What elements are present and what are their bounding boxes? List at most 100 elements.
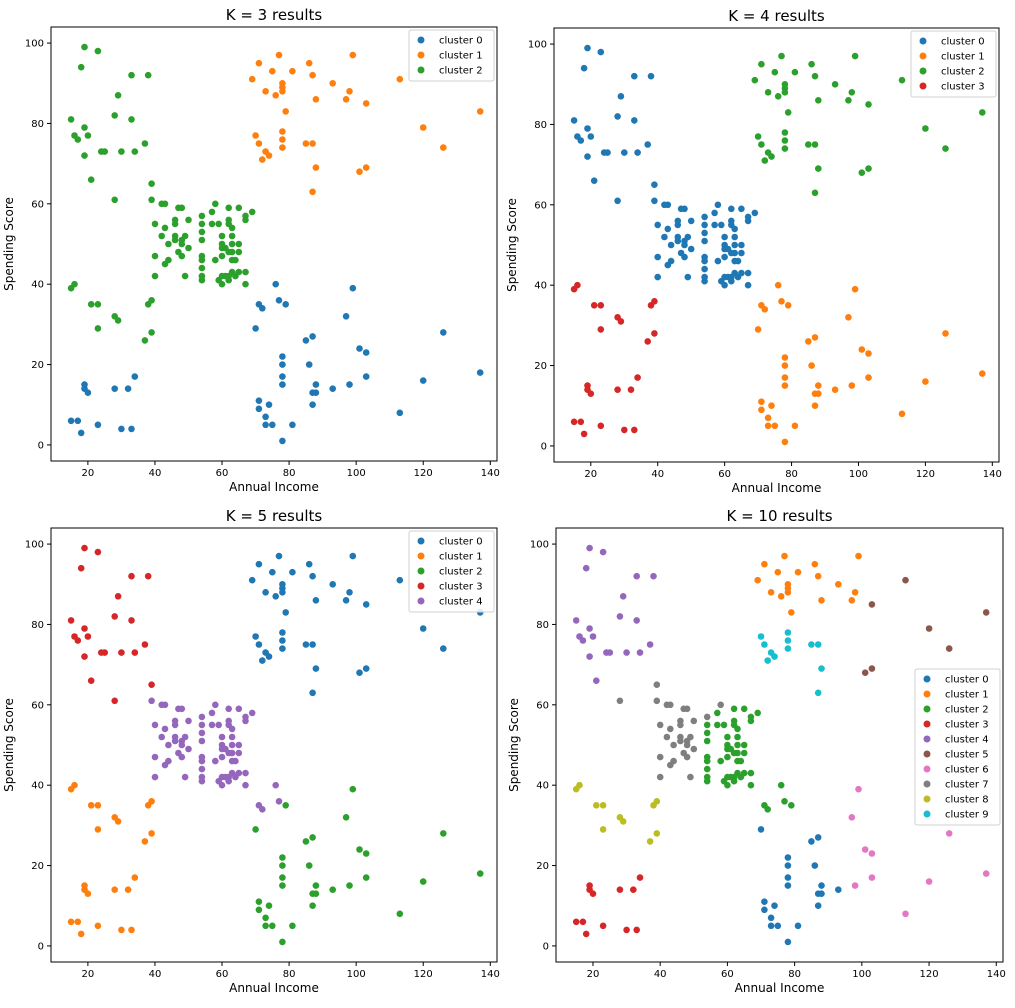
scatter-point [945, 830, 953, 837]
scatter-point [647, 72, 655, 80]
scatter-point [661, 233, 668, 241]
scatter-point [771, 653, 778, 660]
scatter-point [94, 47, 102, 55]
scatter-point [898, 76, 906, 84]
scatter-point [476, 369, 484, 376]
scatter-point [208, 220, 216, 228]
scatter-point [703, 757, 711, 765]
y-axis-label: Spending Score [2, 698, 16, 792]
scatter-point [619, 818, 627, 825]
scatter-point [349, 552, 357, 560]
scatter-point [644, 338, 651, 345]
x-tick-label: 100 [347, 468, 366, 479]
scatter-point [845, 97, 852, 104]
scatter-point [248, 709, 256, 717]
scatter-point [774, 922, 782, 930]
scatter-point [808, 838, 815, 845]
y-tick-label: 60 [31, 700, 44, 711]
scatter-point [636, 874, 644, 881]
scatter-point [329, 581, 337, 588]
scatter-point [212, 200, 219, 208]
scatter-point [275, 297, 283, 304]
scatter-point [771, 68, 779, 76]
scatter-point [922, 125, 929, 132]
scatter-point [590, 177, 598, 184]
legend-marker [923, 780, 931, 788]
scatter-point [654, 273, 661, 281]
scatter-point [440, 144, 447, 151]
x-tick-label: 20 [82, 468, 95, 479]
scatter-point [178, 741, 186, 749]
scatter-point [128, 617, 135, 624]
scatter-point [677, 721, 684, 729]
scatter-point [141, 140, 149, 147]
scatter-point [805, 338, 812, 345]
scatter-point [868, 665, 876, 672]
scatter-point [198, 721, 206, 729]
scatter-point [593, 802, 600, 809]
scatter-point [342, 96, 350, 103]
scatter-point [128, 425, 135, 433]
scatter-point [81, 152, 88, 159]
legend-box [408, 29, 495, 82]
scatter-points [572, 544, 990, 946]
scatter-point [815, 97, 822, 104]
scatter-point [667, 241, 675, 249]
scatter-point [148, 297, 155, 304]
scatter-point [589, 890, 597, 897]
scatter-point [94, 826, 102, 833]
scatter-point [580, 64, 588, 72]
scatter-point [777, 593, 785, 600]
scatter-point [582, 930, 590, 938]
scatter-point [740, 705, 748, 713]
legend-label: cluster 3 [945, 720, 989, 731]
scatter-point [761, 898, 768, 905]
scatter-point [265, 902, 273, 909]
scatter-point [868, 850, 876, 857]
legend-marker [919, 67, 927, 75]
scatter-point [309, 834, 316, 841]
scatter-point [312, 164, 320, 171]
scatter-point [302, 838, 310, 845]
scatter-point [664, 225, 672, 233]
legend-marker [417, 567, 425, 575]
x-axis-label: Annual Income [735, 981, 825, 995]
scatter-point [289, 67, 296, 75]
scatter-point [275, 798, 283, 805]
scatter-point [302, 337, 310, 344]
scatter-point [788, 802, 795, 809]
scatter-point [570, 418, 578, 426]
scatter-point [781, 438, 789, 446]
scatter-point [255, 405, 263, 413]
scatter-point [228, 749, 236, 757]
scatter-point [114, 593, 122, 600]
scatter-point [215, 721, 222, 729]
legend-label: cluster 7 [945, 780, 989, 791]
scatter-point [362, 665, 370, 672]
y-tick-label: 20 [536, 861, 549, 872]
scatter-point [362, 349, 370, 356]
legend: cluster 0 cluster 1 cluster 2 cluster 3 clus… [914, 668, 1001, 826]
scatter-point [703, 713, 711, 721]
scatter-point [151, 252, 159, 260]
scatter-point [815, 382, 822, 389]
scatter-point [677, 733, 684, 741]
x-tick-label: 80 [785, 469, 798, 480]
scatter-point [784, 854, 792, 861]
scatter-point [701, 277, 708, 285]
scatter-point [814, 902, 822, 909]
scatter-point [754, 326, 762, 333]
scatter-point [128, 71, 135, 79]
scatter-point [747, 769, 755, 777]
scatter-point [744, 269, 752, 277]
scatter-point [255, 898, 263, 905]
x-tick-label: 40 [654, 969, 667, 980]
scatter-point [758, 398, 765, 406]
legend-marker [919, 37, 927, 45]
x-axis-label: Annual Income [732, 481, 822, 495]
scatter-point [593, 677, 600, 684]
scatter-point [818, 882, 825, 889]
scatter-point [419, 625, 427, 632]
scatter-point [589, 633, 597, 640]
x-axis-label: Annual Income [229, 981, 319, 995]
